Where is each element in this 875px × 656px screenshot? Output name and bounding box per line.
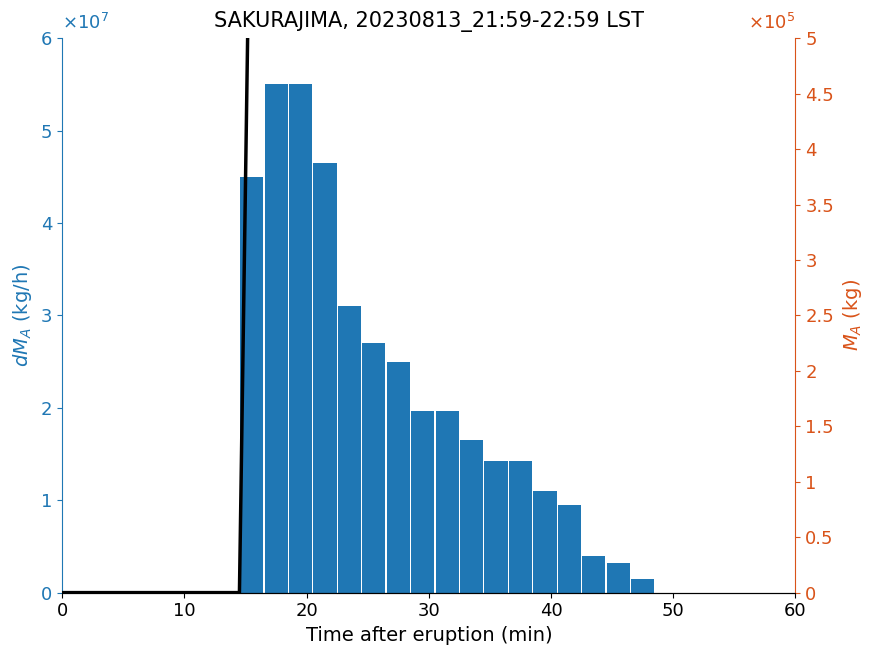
Bar xyxy=(557,505,581,592)
Y-axis label: $M_A$ (kg): $M_A$ (kg) xyxy=(841,279,864,352)
Bar xyxy=(485,461,508,592)
Bar xyxy=(606,563,630,592)
Text: $\times\mathregular{10}^{\mathregular{5}}$: $\times\mathregular{10}^{\mathregular{5}… xyxy=(748,12,795,33)
Bar xyxy=(460,440,483,592)
Bar xyxy=(338,306,361,592)
X-axis label: Time after eruption (min): Time after eruption (min) xyxy=(305,626,552,645)
Bar xyxy=(436,411,458,592)
Bar xyxy=(289,85,312,592)
Bar xyxy=(313,163,337,592)
Bar xyxy=(387,361,410,592)
Bar xyxy=(240,177,263,592)
Bar xyxy=(509,461,532,592)
Title: SAKURAJIMA, 20230813_21:59-22:59 LST: SAKURAJIMA, 20230813_21:59-22:59 LST xyxy=(214,11,644,32)
Bar xyxy=(362,343,386,592)
Bar xyxy=(534,491,556,592)
Bar xyxy=(264,85,288,592)
Bar xyxy=(411,411,434,592)
Bar xyxy=(631,579,654,592)
Bar xyxy=(582,556,605,592)
Text: $\times\mathregular{10}^{\mathregular{7}}$: $\times\mathregular{10}^{\mathregular{7}… xyxy=(62,12,109,33)
Y-axis label: $dM_A$ (kg/h): $dM_A$ (kg/h) xyxy=(11,264,34,367)
